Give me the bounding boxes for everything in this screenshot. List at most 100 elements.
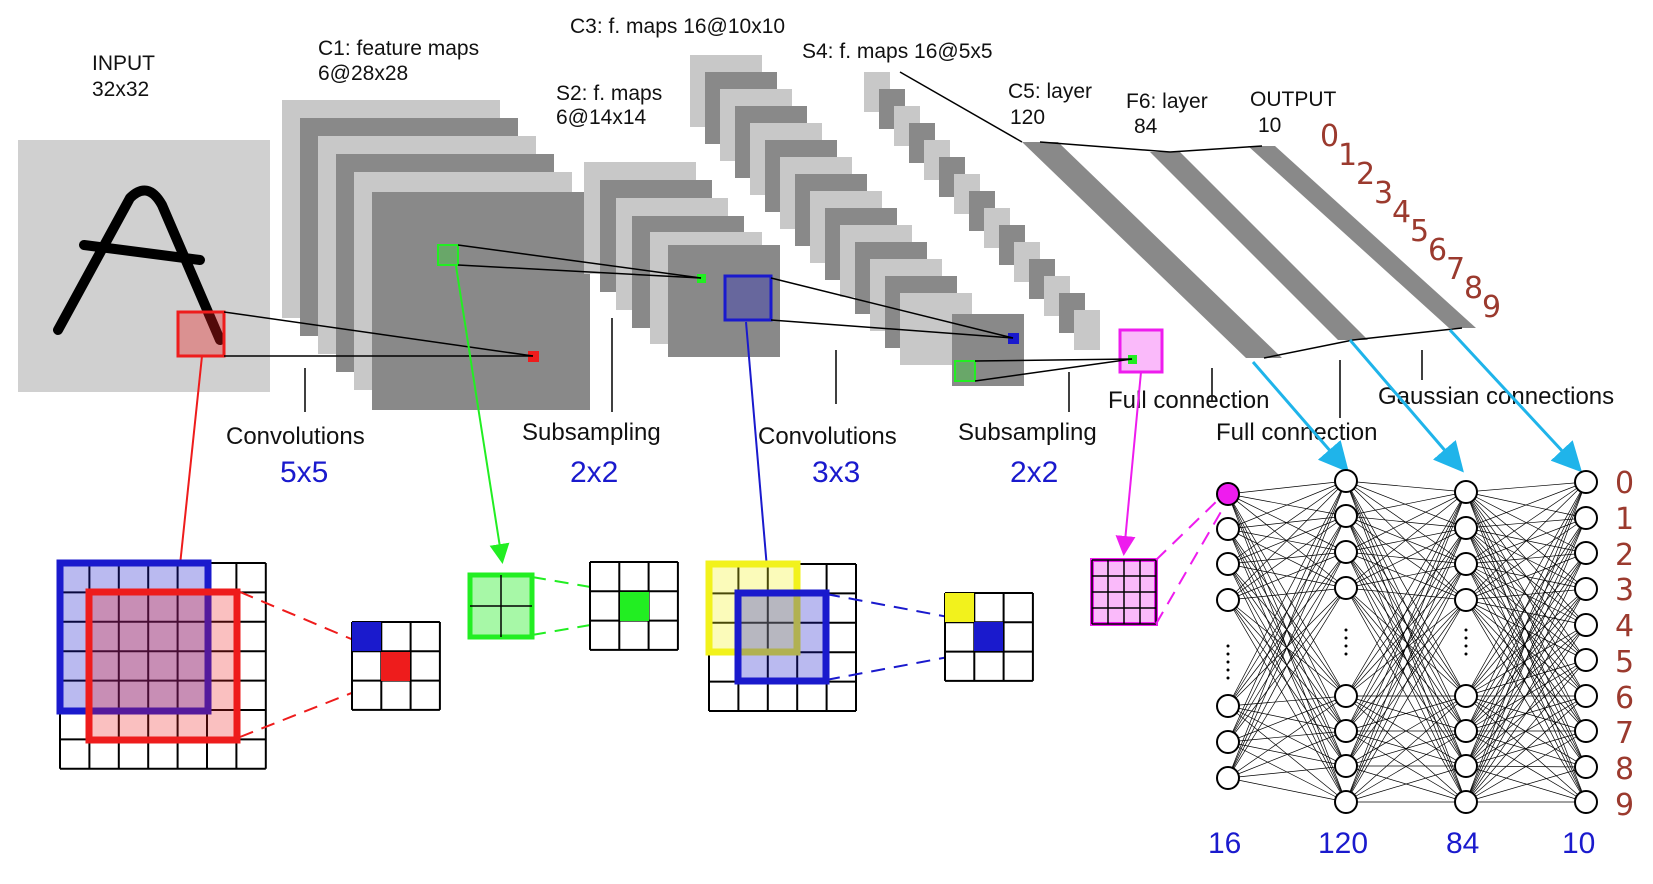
svg-text:4: 4 (1615, 609, 1634, 644)
svg-text:7: 7 (1615, 716, 1634, 751)
network-node (1574, 506, 1598, 530)
svg-text:5: 5 (1410, 214, 1429, 249)
input-layer-size: 32x32 (92, 78, 149, 101)
svg-text:6: 6 (1615, 681, 1634, 716)
network-output-labels: 0 1 2 3 4 5 6 7 8 9 (1615, 466, 1634, 823)
svg-text:9: 9 (1482, 290, 1501, 325)
svg-text:7: 7 (1446, 252, 1465, 287)
f6-layer-name: F6: layer (1126, 90, 1208, 113)
network-node (1574, 648, 1598, 672)
network-node (1216, 588, 1240, 612)
network-node (1334, 719, 1358, 743)
network-node (1574, 613, 1598, 637)
svg-text:1: 1 (1615, 502, 1634, 537)
op-convolutions-2: Convolutions (758, 423, 897, 450)
c1-layer-size: 6@28x28 (318, 62, 408, 85)
network-node (1574, 541, 1598, 565)
network-node (1454, 480, 1478, 504)
output-layer-size: 10 (1258, 114, 1281, 137)
svg-text:4: 4 (1392, 195, 1411, 230)
s4-layer-label: S4: f. maps 16@5x5 (802, 40, 993, 63)
op-kernel-4: 2x2 (1010, 456, 1058, 489)
c1-feature-maps (282, 100, 590, 410)
svg-text:2: 2 (1615, 538, 1634, 573)
op-kernel-3: 3x3 (812, 456, 860, 489)
network-node (1574, 719, 1598, 743)
op-subsampling-2: Subsampling (958, 419, 1097, 446)
output-digits-diagonal: 0 1 2 3 4 5 6 7 8 9 (1320, 119, 1501, 325)
conv1-output-grid (351, 621, 441, 711)
network-node (1216, 694, 1240, 718)
network-nodes (1216, 469, 1598, 814)
layer-count-16: 16 (1208, 827, 1241, 860)
svg-text:0: 0 (1615, 466, 1634, 501)
cyan-arrow-2 (1348, 339, 1464, 473)
layer-count-10: 10 (1562, 827, 1595, 860)
cyan-arrow-3 (1448, 328, 1583, 473)
network-node (1334, 754, 1358, 778)
network-node-highlighted (1216, 482, 1240, 506)
c5-layer-size: 120 (1010, 106, 1045, 129)
svg-text:1: 1 (1338, 138, 1357, 173)
svg-text:8: 8 (1615, 752, 1634, 787)
network-node (1574, 755, 1598, 779)
input-layer-name: INPUT (92, 52, 155, 75)
cyan-arrow-1 (1251, 361, 1349, 473)
conv2-output-grid (944, 592, 1034, 682)
red-arrow (169, 355, 203, 588)
network-node (1454, 588, 1478, 612)
layer-count-120: 120 (1318, 827, 1368, 860)
network-dots (1226, 628, 1468, 680)
network-node (1574, 577, 1598, 601)
op-kernel-2: 2x2 (570, 456, 618, 489)
svg-text:5: 5 (1615, 645, 1634, 680)
c3-layer-label: C3: f. maps 16@10x10 (570, 15, 785, 38)
network-node (1454, 516, 1478, 540)
op-full-connection-2: Full connection (1216, 419, 1377, 446)
network-node (1454, 754, 1478, 778)
op-convolutions-1: Convolutions (226, 423, 365, 450)
pool1-output-grid (589, 561, 679, 651)
network-node (1334, 504, 1358, 528)
svg-text:8: 8 (1464, 271, 1483, 306)
svg-text:9: 9 (1615, 788, 1634, 823)
f6-layer-size: 84 (1134, 115, 1158, 138)
conv1-detail-grid (56, 559, 267, 770)
c1-layer-name: C1: feature maps (318, 37, 479, 60)
s2-layer-size: 6@14x14 (556, 106, 647, 129)
network-node (1334, 576, 1358, 600)
s2-layer-name: S2: f. maps (556, 82, 662, 105)
green-arrow (455, 265, 510, 564)
magenta-arrow (1115, 371, 1142, 556)
svg-text:6: 6 (1428, 233, 1447, 268)
network-node (1334, 790, 1358, 814)
svg-text:2: 2 (1356, 157, 1375, 192)
network-node (1454, 790, 1478, 814)
flatten-dashed-lines (1155, 497, 1223, 625)
network-node (1334, 469, 1358, 493)
network-node (1574, 790, 1598, 814)
network-node (1574, 470, 1598, 494)
network-node (1454, 552, 1478, 576)
svg-text:3: 3 (1615, 573, 1634, 608)
op-full-connection-1: Full connection (1108, 387, 1269, 414)
svg-text:0: 0 (1320, 119, 1339, 154)
blue-arrow (745, 321, 777, 584)
network-edges (1227, 480, 1587, 803)
op-kernel-1: 5x5 (280, 456, 328, 489)
pool2-flatten-detail (1090, 558, 1158, 626)
layer-count-84: 84 (1446, 827, 1479, 860)
s4-feature-maps (864, 72, 1164, 374)
network-node (1334, 684, 1358, 708)
c5-layer-name: C5: layer (1008, 80, 1092, 103)
network-node (1454, 719, 1478, 743)
network-node (1574, 684, 1598, 708)
network-node (1216, 730, 1240, 754)
svg-text:3: 3 (1374, 176, 1393, 211)
receptive-field-lines (223, 71, 1133, 382)
op-subsampling-1: Subsampling (522, 419, 661, 446)
network-node (1334, 540, 1358, 564)
s2-feature-maps (584, 162, 780, 357)
pool1-detail (467, 572, 535, 640)
